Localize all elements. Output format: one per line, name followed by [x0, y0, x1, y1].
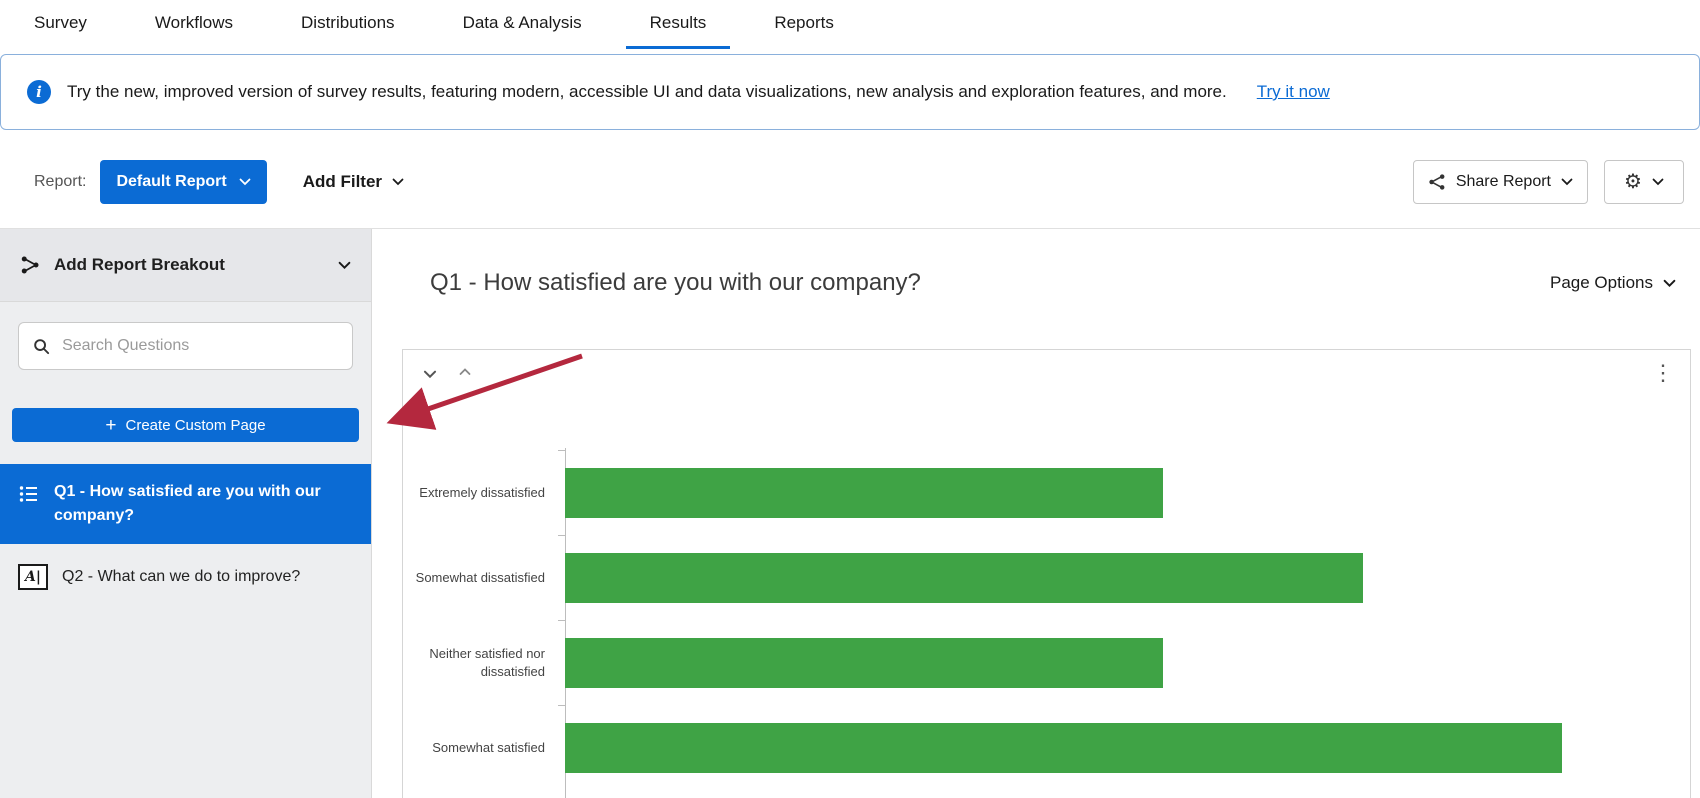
page-options-label: Page Options [1549, 273, 1653, 292]
report-selector-button[interactable]: Default Report [100, 160, 267, 204]
tab-reports[interactable]: Reports [774, 13, 834, 32]
move-up-chevron-button[interactable] [459, 368, 471, 376]
info-icon: i [27, 80, 51, 104]
report-selector-label: Default Report [116, 173, 227, 190]
report-settings-button[interactable]: ⚙ [1604, 160, 1684, 204]
add-report-breakout-button[interactable]: Add Report Breakout [0, 229, 371, 302]
bar-category-label: Extremely dissatisfied [419, 484, 545, 500]
create-custom-page-button[interactable]: + Create Custom Page [12, 408, 359, 442]
report-label: Report: [34, 173, 87, 190]
chevron-down-icon [338, 261, 351, 269]
chevron-down-icon [1663, 279, 1676, 287]
bar-row: Somewhat satisfied [403, 705, 1662, 790]
report-toolbar: Report: Default Report Add Filter Share … [0, 158, 1700, 206]
tab-distributions[interactable]: Distributions [301, 13, 395, 32]
gear-icon: ⚙ [1624, 171, 1642, 193]
sidebar-item-label: Q2 - What can we do to improve? [62, 568, 301, 585]
bar-category-label: Somewhat dissatisfied [415, 569, 545, 585]
share-report-button[interactable]: Share Report [1412, 160, 1588, 204]
chevron-down-icon [1561, 178, 1573, 186]
banner-message: Try the new, improved version of survey … [67, 82, 1227, 101]
kebab-menu-icon[interactable]: ⋮ [1652, 360, 1674, 385]
chevron-down-icon [1652, 178, 1664, 186]
info-banner: i Try the new, improved version of surve… [0, 54, 1700, 130]
share-report-label: Share Report [1455, 173, 1551, 190]
bar-segment[interactable] [565, 467, 1164, 518]
sidebar-item-q2[interactable]: A| Q2 - What can we do to improve? [0, 544, 371, 610]
page-options-button[interactable]: Page Options [1550, 273, 1676, 293]
page-header: Q1 - How satisfied are you with our comp… [372, 229, 1700, 297]
chart-card: ⋮ Extremely dissatisfied Somewhat dissati… [402, 349, 1691, 798]
bar-track [565, 467, 1662, 518]
search-questions-box [18, 322, 353, 370]
bar-chart: Extremely dissatisfied Somewhat dissatisf… [403, 448, 1662, 798]
create-custom-page-label: Create Custom Page [125, 416, 266, 434]
tab-workflows[interactable]: Workflows [154, 13, 234, 32]
add-filter-button[interactable]: Add Filter [303, 172, 404, 192]
sidebar-item-label: Q1 - How satisfied are you with our comp… [54, 483, 321, 524]
bar-segment[interactable] [565, 637, 1164, 688]
bar-track [565, 637, 1662, 688]
share-icon [1429, 174, 1445, 190]
chevron-down-icon [239, 178, 251, 186]
bar-track [565, 722, 1662, 773]
chevron-down-icon [392, 178, 404, 186]
page-title: Q1 - How satisfied are you with our comp… [430, 269, 921, 296]
add-filter-label: Add Filter [302, 172, 383, 191]
list-icon [19, 486, 37, 502]
bar-row: Neither satisfied nor dissatisfied [403, 620, 1662, 705]
search-icon [34, 338, 50, 354]
tab-survey[interactable]: Survey [34, 13, 87, 32]
bar-row: Extremely dissatisfied [403, 450, 1662, 535]
add-report-breakout-label: Add Report Breakout [54, 255, 225, 274]
bar-segment[interactable] [565, 552, 1363, 603]
bar-row: Somewhat dissatisfied [403, 535, 1662, 620]
bar-category-label: Somewhat satisfied [432, 739, 545, 755]
bar-segment[interactable] [565, 722, 1563, 773]
search-input[interactable] [60, 336, 338, 356]
move-down-chevron-button[interactable] [423, 370, 437, 379]
breakout-icon [21, 256, 39, 274]
bar-track [565, 552, 1662, 603]
tab-data-analysis[interactable]: Data & Analysis [462, 13, 582, 32]
bar-category-label: Neither satisfied nor dissatisfied [429, 645, 545, 679]
tab-results[interactable]: Results [625, 0, 731, 49]
content-area: Add Report Breakout + Create Custom Page [0, 228, 1700, 798]
chart-card-controls: ⋮ [403, 350, 1690, 406]
report-sidebar: Add Report Breakout + Create Custom Page [0, 229, 372, 798]
plus-icon: + [105, 414, 117, 436]
try-it-now-link[interactable]: Try it now [1256, 82, 1330, 101]
top-navigation: Survey Workflows Distributions Data & An… [0, 0, 1700, 49]
results-main: Q1 - How satisfied are you with our comp… [372, 229, 1700, 798]
sidebar-item-q1[interactable]: Q1 - How satisfied are you with our comp… [0, 464, 371, 544]
text-entry-icon: A| [18, 564, 48, 590]
